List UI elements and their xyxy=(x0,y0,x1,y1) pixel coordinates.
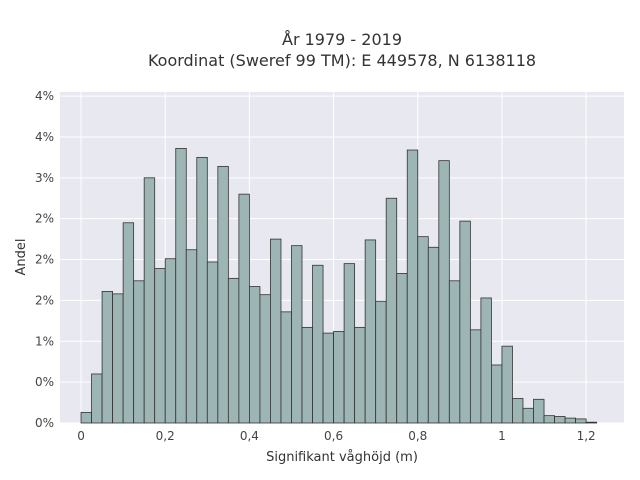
histogram-bar-38 xyxy=(480,297,492,424)
x-tick-label-5: 1 xyxy=(498,429,506,443)
y-tick-label-4: 2% xyxy=(35,253,54,267)
histogram-bar-0 xyxy=(80,411,92,424)
histogram-bar-48 xyxy=(585,421,598,424)
y-tick-label-7: 4% xyxy=(35,130,54,144)
histogram-bar-9 xyxy=(175,147,187,424)
tick-labels: 0% 0% 1% 2% 2% 2% 3% 4% 4% 0 0,2 0,4 0,6 0,8 1 1,2 xyxy=(35,89,596,443)
x-tick-label-1: 0,2 xyxy=(156,429,175,443)
chart-subtitle: Koordinat (Sweref 99 TM): E 449578, N 61… xyxy=(148,51,536,70)
y-tick-label-3: 2% xyxy=(35,293,54,307)
histogram-bar-34 xyxy=(438,160,450,424)
histogram-bar-33 xyxy=(427,246,440,424)
histogram-bar-6 xyxy=(143,177,156,424)
histogram-bar-8 xyxy=(164,258,177,424)
histogram-bar-42 xyxy=(522,407,534,424)
histogram-bar-29 xyxy=(385,197,398,424)
histogram-bar-17 xyxy=(259,294,271,424)
histogram-bar-10 xyxy=(185,249,198,424)
y-axis-label: Andel xyxy=(14,239,29,276)
histogram-bar-46 xyxy=(564,417,576,424)
y-tick-label-5: 2% xyxy=(35,212,54,226)
y-tick-label-1: 0% xyxy=(35,375,54,389)
histogram-bar-45 xyxy=(554,416,566,424)
histogram-bar-27 xyxy=(364,239,377,424)
y-tick-label-2: 1% xyxy=(35,334,54,348)
histogram-bar-25 xyxy=(343,263,356,424)
histogram-bar-5 xyxy=(133,280,145,424)
y-tick-label-6: 3% xyxy=(35,171,54,185)
histogram-bar-16 xyxy=(249,286,261,424)
x-tick-label-3: 0,6 xyxy=(324,429,343,443)
histogram-bar-31 xyxy=(406,149,419,424)
histogram-bar-36 xyxy=(459,220,471,424)
histogram-bar-3 xyxy=(112,293,124,424)
x-axis-label: Signifikant våghöjd (m) xyxy=(266,450,418,465)
histogram-bar-32 xyxy=(417,236,429,424)
histogram-bar-24 xyxy=(333,331,345,424)
histogram-bar-2 xyxy=(101,291,114,424)
bars xyxy=(80,147,598,424)
histogram-bar-18 xyxy=(270,238,282,424)
x-tick-label-6: 1,2 xyxy=(577,429,596,443)
x-tick-label-2: 0,4 xyxy=(240,429,259,443)
histogram-bar-41 xyxy=(512,398,524,424)
histogram-bar-44 xyxy=(543,415,555,424)
histogram-bar-1 xyxy=(91,373,103,424)
histogram-bar-26 xyxy=(354,326,366,424)
histogram-bar-13 xyxy=(217,165,229,424)
histogram-bar-30 xyxy=(396,273,408,424)
histogram-bar-23 xyxy=(322,332,334,424)
histogram-bar-19 xyxy=(280,311,292,424)
histogram-bar-39 xyxy=(491,364,503,424)
histogram-bar-35 xyxy=(448,280,461,424)
histogram-bar-11 xyxy=(196,156,208,424)
histogram-bar-22 xyxy=(312,264,324,424)
histogram-bar-12 xyxy=(206,261,219,424)
histogram-bar-40 xyxy=(501,345,513,424)
histogram-bar-28 xyxy=(375,300,387,424)
y-tick-label-0: 0% xyxy=(35,416,54,430)
histogram-bar-43 xyxy=(533,398,545,424)
histogram-bar-47 xyxy=(575,418,587,424)
histogram-bar-7 xyxy=(154,268,166,424)
chart-title: År 1979 - 2019 xyxy=(282,30,402,49)
histogram-bar-20 xyxy=(291,245,303,424)
histogram-bar-37 xyxy=(469,329,482,424)
y-tick-label-8: 4% xyxy=(35,89,54,103)
x-tick-label-4: 0,8 xyxy=(408,429,427,443)
histogram-bar-4 xyxy=(122,222,135,424)
x-tick-label-0: 0 xyxy=(77,429,85,443)
histogram-bar-14 xyxy=(227,277,240,424)
histogram-bar-15 xyxy=(238,193,250,424)
histogram-bar-21 xyxy=(301,326,313,424)
